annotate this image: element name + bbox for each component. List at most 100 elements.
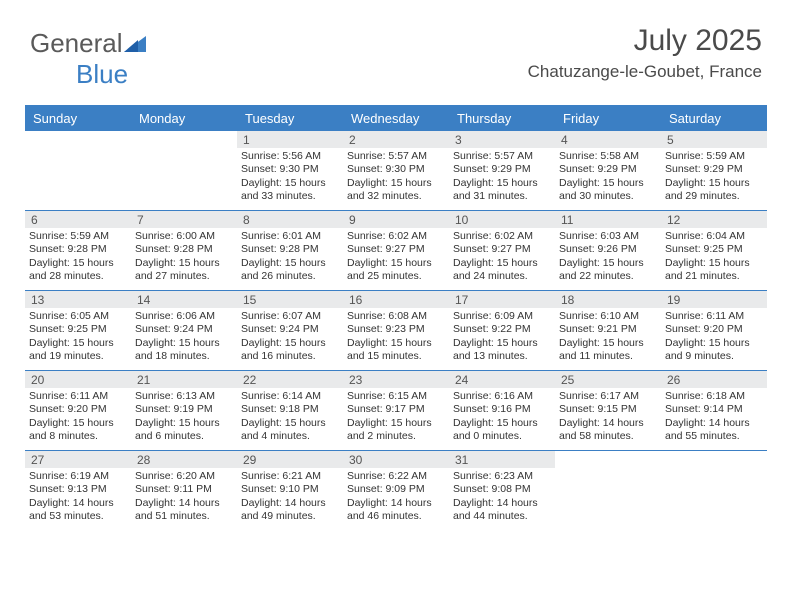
day-number: 7 [131, 211, 237, 228]
sunset-text: Sunset: 9:08 PM [453, 483, 551, 496]
sunrise-text: Sunrise: 6:04 AM [665, 230, 763, 243]
day-cell: 18Sunrise: 6:10 AMSunset: 9:21 PMDayligh… [555, 291, 661, 370]
day-number: 17 [449, 291, 555, 308]
day-cell: 7Sunrise: 6:00 AMSunset: 9:28 PMDaylight… [131, 211, 237, 290]
day-number: 23 [343, 371, 449, 388]
daylight-text: Daylight: 15 hours and 6 minutes. [135, 417, 233, 444]
day-info: Sunrise: 6:05 AMSunset: 9:25 PMDaylight:… [25, 308, 131, 370]
day-info: Sunrise: 5:57 AMSunset: 9:30 PMDaylight:… [343, 148, 449, 210]
day-cell: 26Sunrise: 6:18 AMSunset: 9:14 PMDayligh… [661, 371, 767, 450]
day-number: 21 [131, 371, 237, 388]
sunset-text: Sunset: 9:28 PM [29, 243, 127, 256]
day-number: 25 [555, 371, 661, 388]
day-number: 10 [449, 211, 555, 228]
day-number: 12 [661, 211, 767, 228]
sunrise-text: Sunrise: 6:18 AM [665, 390, 763, 403]
daylight-text: Daylight: 15 hours and 15 minutes. [347, 337, 445, 364]
dow-wednesday: Wednesday [343, 107, 449, 131]
daylight-text: Daylight: 15 hours and 13 minutes. [453, 337, 551, 364]
sunrise-text: Sunrise: 6:20 AM [135, 470, 233, 483]
sunrise-text: Sunrise: 6:14 AM [241, 390, 339, 403]
day-number: 29 [237, 451, 343, 468]
day-cell [661, 451, 767, 530]
day-cell: 24Sunrise: 6:16 AMSunset: 9:16 PMDayligh… [449, 371, 555, 450]
sunset-text: Sunset: 9:10 PM [241, 483, 339, 496]
day-cell [131, 131, 237, 210]
daylight-text: Daylight: 15 hours and 26 minutes. [241, 257, 339, 284]
day-cell: 29Sunrise: 6:21 AMSunset: 9:10 PMDayligh… [237, 451, 343, 530]
header: July 2025 Chatuzange-le-Goubet, France [528, 24, 762, 82]
weeks-container: 1Sunrise: 5:56 AMSunset: 9:30 PMDaylight… [25, 131, 767, 530]
dow-sunday: Sunday [25, 107, 131, 131]
sunset-text: Sunset: 9:30 PM [241, 163, 339, 176]
sunset-text: Sunset: 9:16 PM [453, 403, 551, 416]
daylight-text: Daylight: 15 hours and 8 minutes. [29, 417, 127, 444]
day-cell: 21Sunrise: 6:13 AMSunset: 9:19 PMDayligh… [131, 371, 237, 450]
day-cell: 20Sunrise: 6:11 AMSunset: 9:20 PMDayligh… [25, 371, 131, 450]
sunrise-text: Sunrise: 5:59 AM [29, 230, 127, 243]
day-number: 22 [237, 371, 343, 388]
sunrise-text: Sunrise: 6:15 AM [347, 390, 445, 403]
day-cell: 13Sunrise: 6:05 AMSunset: 9:25 PMDayligh… [25, 291, 131, 370]
day-info: Sunrise: 6:01 AMSunset: 9:28 PMDaylight:… [237, 228, 343, 290]
sunset-text: Sunset: 9:22 PM [453, 323, 551, 336]
daylight-text: Daylight: 15 hours and 28 minutes. [29, 257, 127, 284]
sunset-text: Sunset: 9:09 PM [347, 483, 445, 496]
day-info: Sunrise: 6:23 AMSunset: 9:08 PMDaylight:… [449, 468, 555, 530]
dow-monday: Monday [131, 107, 237, 131]
sunrise-text: Sunrise: 6:11 AM [29, 390, 127, 403]
day-info: Sunrise: 5:56 AMSunset: 9:30 PMDaylight:… [237, 148, 343, 210]
day-number: 26 [661, 371, 767, 388]
day-info: Sunrise: 6:06 AMSunset: 9:24 PMDaylight:… [131, 308, 237, 370]
day-info: Sunrise: 6:10 AMSunset: 9:21 PMDaylight:… [555, 308, 661, 370]
sunrise-text: Sunrise: 5:57 AM [347, 150, 445, 163]
day-number: 31 [449, 451, 555, 468]
sunrise-text: Sunrise: 6:07 AM [241, 310, 339, 323]
day-number: 3 [449, 131, 555, 148]
sunset-text: Sunset: 9:27 PM [347, 243, 445, 256]
sunrise-text: Sunrise: 5:57 AM [453, 150, 551, 163]
sunset-text: Sunset: 9:28 PM [135, 243, 233, 256]
day-info: Sunrise: 5:59 AMSunset: 9:28 PMDaylight:… [25, 228, 131, 290]
daylight-text: Daylight: 15 hours and 9 minutes. [665, 337, 763, 364]
day-info [555, 468, 661, 530]
day-info: Sunrise: 6:16 AMSunset: 9:16 PMDaylight:… [449, 388, 555, 450]
sunset-text: Sunset: 9:23 PM [347, 323, 445, 336]
day-number: 8 [237, 211, 343, 228]
day-info: Sunrise: 6:11 AMSunset: 9:20 PMDaylight:… [25, 388, 131, 450]
day-cell: 15Sunrise: 6:07 AMSunset: 9:24 PMDayligh… [237, 291, 343, 370]
day-info: Sunrise: 6:22 AMSunset: 9:09 PMDaylight:… [343, 468, 449, 530]
logo-text-gray: General [30, 28, 123, 58]
day-number: 20 [25, 371, 131, 388]
daylight-text: Daylight: 15 hours and 24 minutes. [453, 257, 551, 284]
day-cell: 1Sunrise: 5:56 AMSunset: 9:30 PMDaylight… [237, 131, 343, 210]
dow-friday: Friday [555, 107, 661, 131]
day-cell: 16Sunrise: 6:08 AMSunset: 9:23 PMDayligh… [343, 291, 449, 370]
day-number [25, 131, 131, 148]
sunset-text: Sunset: 9:19 PM [135, 403, 233, 416]
dow-tuesday: Tuesday [237, 107, 343, 131]
day-number: 14 [131, 291, 237, 308]
day-info: Sunrise: 6:11 AMSunset: 9:20 PMDaylight:… [661, 308, 767, 370]
day-cell: 11Sunrise: 6:03 AMSunset: 9:26 PMDayligh… [555, 211, 661, 290]
day-info: Sunrise: 5:59 AMSunset: 9:29 PMDaylight:… [661, 148, 767, 210]
sunrise-text: Sunrise: 6:02 AM [347, 230, 445, 243]
day-cell [555, 451, 661, 530]
day-info: Sunrise: 6:08 AMSunset: 9:23 PMDaylight:… [343, 308, 449, 370]
sunset-text: Sunset: 9:27 PM [453, 243, 551, 256]
sunrise-text: Sunrise: 5:58 AM [559, 150, 657, 163]
day-number: 13 [25, 291, 131, 308]
day-info: Sunrise: 5:57 AMSunset: 9:29 PMDaylight:… [449, 148, 555, 210]
day-cell: 6Sunrise: 5:59 AMSunset: 9:28 PMDaylight… [25, 211, 131, 290]
week-row: 20Sunrise: 6:11 AMSunset: 9:20 PMDayligh… [25, 370, 767, 450]
sunset-text: Sunset: 9:17 PM [347, 403, 445, 416]
day-cell: 28Sunrise: 6:20 AMSunset: 9:11 PMDayligh… [131, 451, 237, 530]
logo-triangle-icon [124, 28, 146, 59]
dow-thursday: Thursday [449, 107, 555, 131]
day-info: Sunrise: 6:02 AMSunset: 9:27 PMDaylight:… [449, 228, 555, 290]
day-number [661, 451, 767, 468]
day-info: Sunrise: 6:15 AMSunset: 9:17 PMDaylight:… [343, 388, 449, 450]
week-row: 6Sunrise: 5:59 AMSunset: 9:28 PMDaylight… [25, 210, 767, 290]
day-of-week-header: Sunday Monday Tuesday Wednesday Thursday… [25, 107, 767, 131]
logo-text-blue: Blue [76, 59, 128, 89]
